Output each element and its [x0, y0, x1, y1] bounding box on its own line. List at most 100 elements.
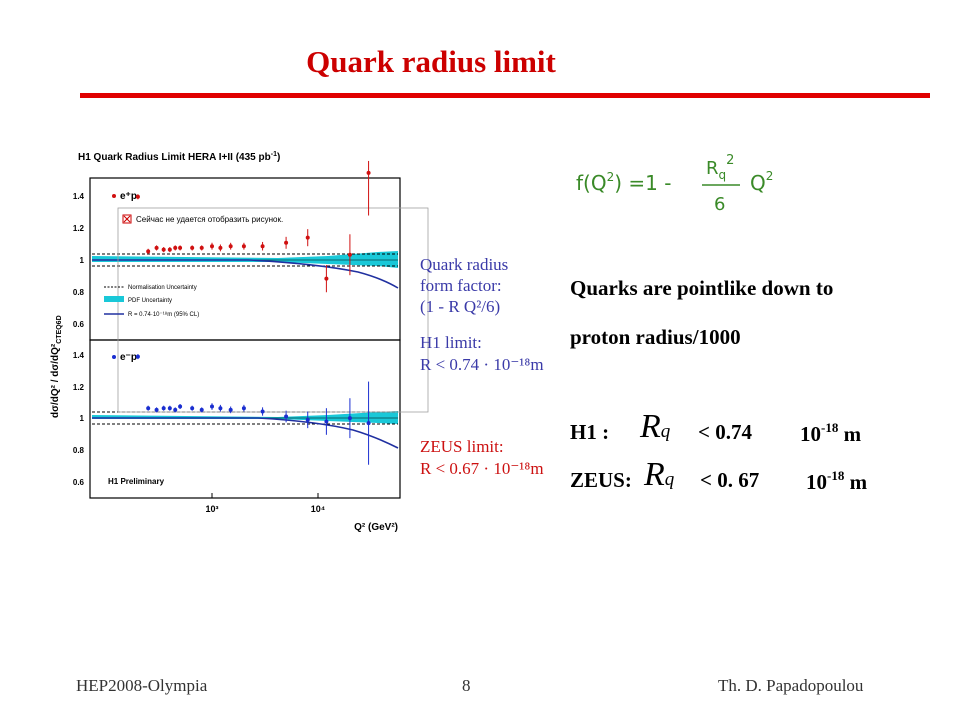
annotation-ff-line3: (1 - R Q²/6)	[420, 297, 500, 316]
broken-image-cross-2	[123, 215, 131, 223]
h1-rq-symbol: Rq	[640, 408, 670, 446]
top-data-point	[324, 276, 329, 281]
bottom-data-point	[260, 409, 265, 414]
formula-rhs-sup: 2	[766, 169, 774, 183]
top-data-point	[305, 235, 310, 240]
bottom-data-point	[190, 406, 195, 411]
h1-rq-q: q	[660, 421, 671, 442]
bottom-data-point	[167, 406, 172, 411]
svg-text:Rq2: Rq2	[706, 153, 734, 182]
bottom-ytick-1: 1.4	[73, 351, 85, 360]
bottom-ytick-3: 1	[80, 414, 85, 423]
formula-lhs: f(Q	[576, 171, 607, 195]
bottom-panel-label: e⁻p	[120, 352, 137, 363]
legend-pdf-label: PDF Uncertainty	[128, 298, 172, 304]
figure-header-close: )	[277, 152, 280, 163]
formula-num-sub: q	[719, 168, 727, 182]
annotation-h1-line2: R < 0.74 · 10⁻¹⁸m	[420, 355, 544, 374]
h1-limit-unit: 10-18 m	[800, 420, 862, 446]
figure-header-sup: -1	[271, 151, 277, 158]
pointlike-statement-line1: Quarks are pointlike down to	[570, 276, 834, 300]
top-data-point	[161, 247, 166, 252]
bottom-ytick-4: 0.8	[73, 446, 85, 455]
bottom-data-point	[241, 406, 246, 411]
bottom-ytick-2: 1.2	[73, 383, 85, 392]
bottom-data-point	[161, 406, 166, 411]
bottom-data-point	[135, 354, 140, 359]
top-ytick-4: 0.8	[73, 288, 85, 297]
formula-lhs-sup: 2	[607, 170, 615, 184]
top-ytick-1: 1.4	[73, 192, 85, 201]
h1-limit-value: < 0.74	[698, 420, 752, 444]
svg-text:dσ/dQ² / dσ/dQ²CTEQ6D: dσ/dQ² / dσ/dQ²CTEQ6D	[50, 315, 63, 418]
top-ytick-5: 0.6	[73, 320, 85, 329]
formula-num-sup: 2	[726, 153, 734, 168]
footer-author: Th. D. Papadopoulou	[718, 676, 864, 695]
annotation-zeus-line1: ZEUS limit:	[420, 437, 504, 456]
bottom-data-point	[178, 404, 183, 409]
missing-image-text: Сейчас не удается отобразить рисунок.	[136, 215, 283, 224]
top-data-point	[241, 244, 246, 249]
top-data-point	[190, 245, 195, 250]
h1-rq-R: R	[640, 408, 661, 445]
zeus-rq-q: q	[664, 469, 675, 490]
footer-conference: HEP2008-Olympia	[76, 676, 208, 695]
bottom-data-point	[366, 421, 371, 426]
formula-rhs: Q	[750, 171, 766, 195]
bottom-ytick-5: 0.6	[73, 478, 85, 487]
top-data-point	[347, 252, 352, 257]
preliminary-label: H1 Preliminary	[108, 477, 165, 486]
bottom-data-point	[324, 419, 329, 424]
xtick-label-1: 10³	[205, 504, 218, 514]
bottom-data-point	[284, 414, 289, 419]
svg-text:Q2: Q2	[750, 169, 773, 195]
bottom-data-point	[305, 417, 310, 422]
top-ytick-3: 1	[80, 256, 85, 265]
legend-norm-label: Normalisation Uncertainty	[128, 285, 197, 291]
svg-text:H1 Quark Radius Limit HERA I+I: H1 Quark Radius Limit HERA I+II (435 pb-…	[78, 151, 280, 163]
zeus-rq-R: R	[644, 456, 665, 493]
bottom-panel-frame	[89, 339, 401, 499]
bottom-panel-marker	[112, 355, 116, 359]
bottom-data-points	[135, 354, 371, 465]
top-ytick-2: 1.2	[73, 224, 85, 233]
zeus-limit-value: < 0. 67	[700, 468, 760, 492]
top-data-point	[284, 240, 289, 245]
h1-limit-label: H1 :	[570, 420, 610, 444]
top-data-point	[260, 244, 265, 249]
bottom-data-point	[154, 407, 159, 412]
top-data-point	[173, 245, 178, 250]
top-data-point	[146, 249, 151, 254]
pointlike-statement-line2: proton radius/1000	[570, 325, 741, 349]
legend-pdf-swatch	[104, 296, 124, 302]
top-data-point	[167, 247, 172, 252]
svg-text:f(Q2) =1 -: f(Q2) =1 -	[576, 170, 671, 195]
top-data-point	[178, 245, 183, 250]
legend-rq-label: R = 0.74·10⁻¹⁸m (95% CL)	[128, 311, 199, 318]
annotation-h1-line1: H1 limit:	[420, 333, 482, 352]
top-data-point	[154, 245, 159, 250]
formula-lhs-close: ) =1 -	[614, 171, 671, 195]
top-panel-marker	[112, 194, 116, 198]
formula-num: R	[706, 158, 719, 179]
top-data-point	[199, 245, 204, 250]
top-data-points	[135, 160, 371, 293]
footer-page-number: 8	[462, 676, 471, 695]
top-data-point	[210, 244, 214, 249]
figure-header: H1 Quark Radius Limit HERA I+II (435 pb	[78, 152, 271, 163]
title-divider	[80, 93, 930, 98]
x-axis-label: Q² (GeV²)	[354, 522, 398, 533]
annotation-ff-line2: form factor:	[420, 276, 502, 295]
bottom-data-point	[218, 406, 223, 411]
annotation-ff-line1: Quark radius	[420, 255, 508, 274]
xtick-label-2: 10⁴	[311, 504, 325, 514]
bottom-data-point	[347, 416, 352, 421]
annotation-zeus-line2: R < 0.67 · 10⁻¹⁸m	[420, 459, 544, 478]
bottom-rq-curve	[92, 417, 399, 449]
bottom-data-point	[173, 407, 178, 412]
top-panel-label: e⁺p	[120, 191, 137, 202]
form-factor-formula: f(Q2) =1 - Rq2 6 Q2	[576, 153, 773, 215]
bottom-data-point	[146, 406, 151, 411]
top-data-point	[135, 194, 140, 199]
formula-den: 6	[714, 194, 725, 215]
